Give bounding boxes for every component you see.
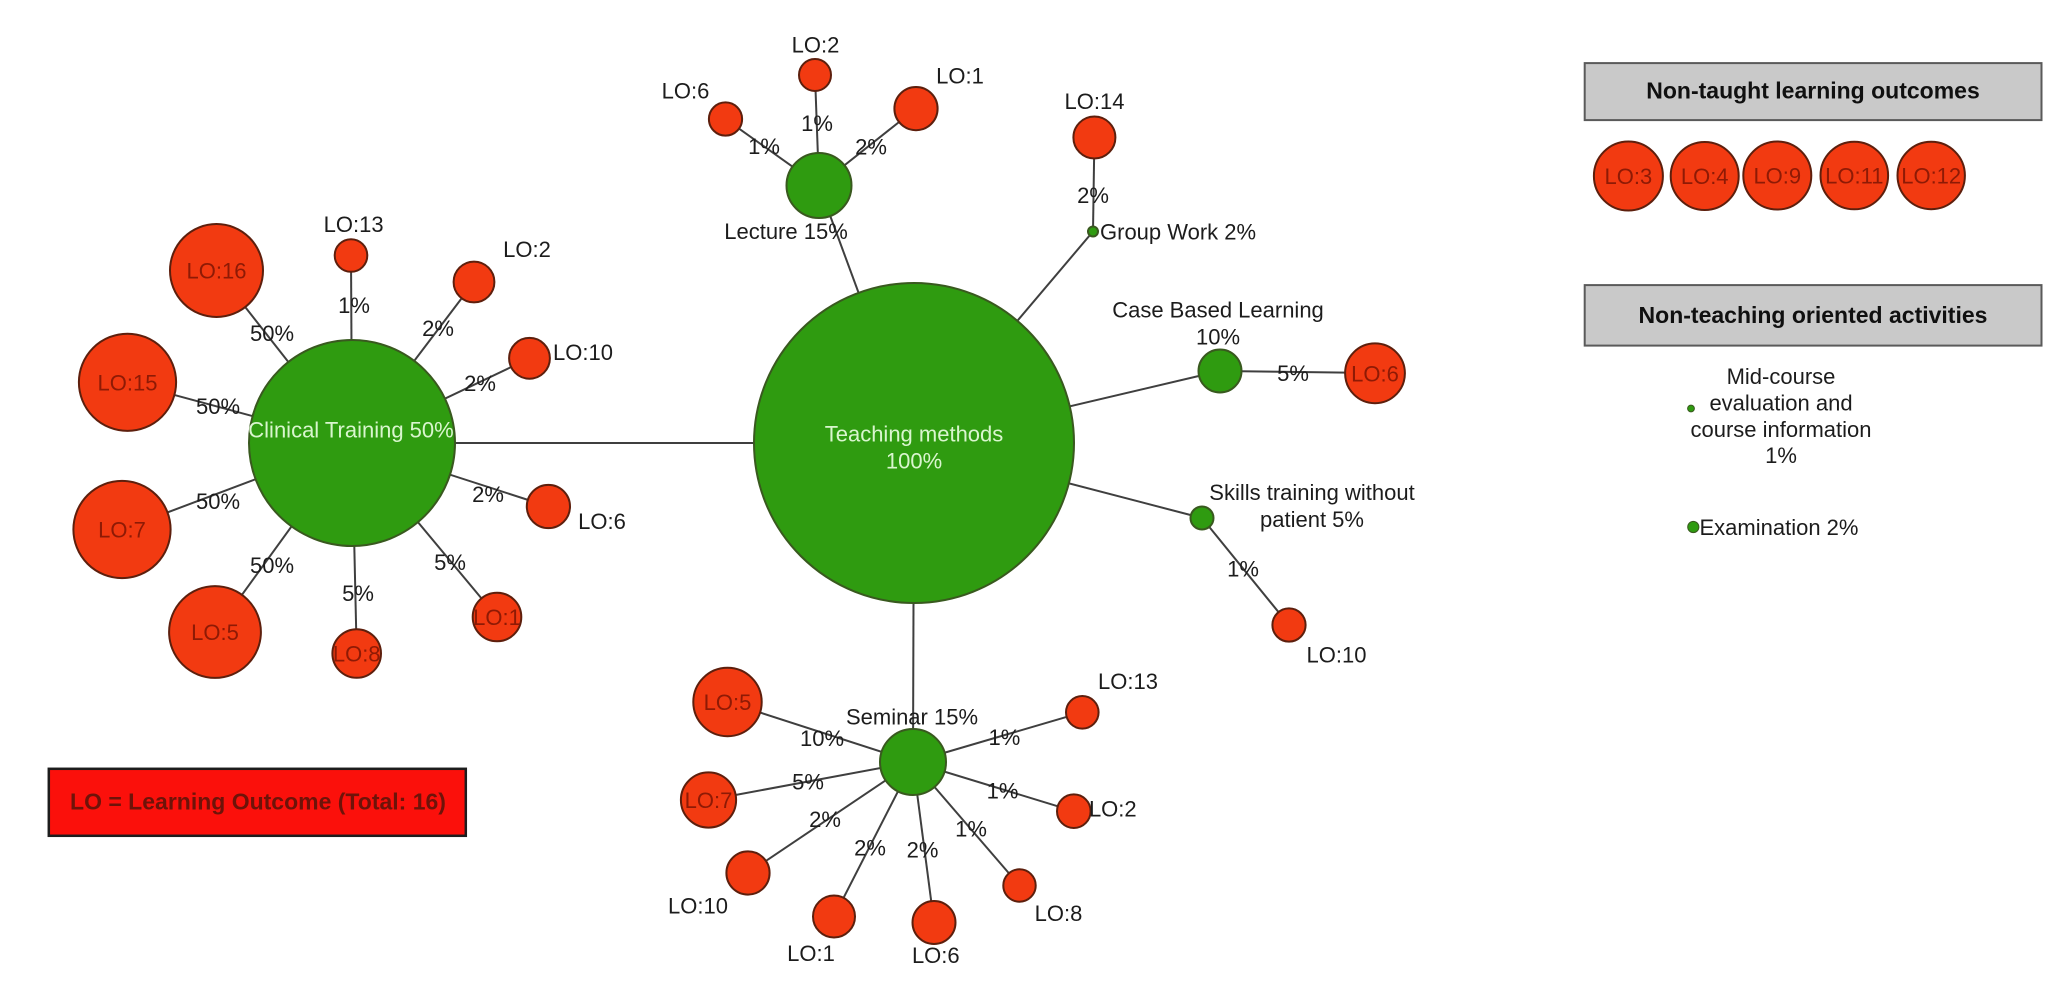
svg-text:LO:8: LO:8 — [333, 642, 381, 667]
svg-text:1%: 1% — [801, 111, 833, 136]
svg-text:LO:10: LO:10 — [553, 340, 613, 365]
svg-text:LO:11: LO:11 — [1825, 164, 1883, 189]
svg-text:50%: 50% — [196, 489, 240, 514]
svg-text:LO:9: LO:9 — [1753, 164, 1801, 189]
svg-text:LO:14: LO:14 — [1065, 89, 1125, 114]
svg-text:LO:6: LO:6 — [1351, 361, 1399, 386]
svg-text:2%: 2% — [464, 371, 496, 396]
svg-text:Teaching methods: Teaching methods — [825, 422, 1004, 447]
svg-text:LO:12: LO:12 — [1901, 164, 1961, 189]
svg-text:LO:16: LO:16 — [187, 259, 247, 284]
svg-text:LO:6: LO:6 — [662, 79, 710, 104]
svg-text:1%: 1% — [748, 134, 780, 159]
svg-text:2%: 2% — [422, 316, 454, 341]
svg-text:LO:6: LO:6 — [578, 509, 626, 534]
svg-text:LO:1: LO:1 — [936, 64, 984, 89]
svg-text:1%: 1% — [987, 778, 1019, 803]
svg-text:LO:4: LO:4 — [1681, 164, 1729, 189]
svg-text:LO:7: LO:7 — [98, 518, 146, 543]
svg-text:LO:5: LO:5 — [704, 690, 752, 715]
svg-text:1%: 1% — [989, 725, 1021, 750]
svg-text:Examination 2%: Examination 2% — [1700, 515, 1859, 540]
svg-text:5%: 5% — [434, 550, 466, 575]
svg-text:2%: 2% — [809, 807, 841, 832]
svg-text:LO:1: LO:1 — [787, 941, 835, 966]
svg-text:evaluation and: evaluation and — [1709, 391, 1852, 416]
svg-text:1%: 1% — [1765, 443, 1797, 468]
svg-text:2%: 2% — [854, 835, 886, 860]
svg-text:2%: 2% — [472, 482, 504, 507]
svg-text:LO:1: LO:1 — [473, 605, 521, 630]
svg-text:10%: 10% — [800, 726, 844, 751]
svg-text:course information: course information — [1691, 417, 1872, 442]
svg-text:LO:8: LO:8 — [1035, 901, 1083, 926]
svg-text:LO:2: LO:2 — [1089, 796, 1137, 821]
svg-text:2%: 2% — [907, 837, 939, 862]
svg-text:Case Based Learning: Case Based Learning — [1112, 298, 1324, 323]
svg-text:LO:13: LO:13 — [1098, 669, 1158, 694]
svg-text:LO:15: LO:15 — [98, 370, 158, 395]
svg-text:LO:6: LO:6 — [912, 943, 960, 968]
svg-text:LO:2: LO:2 — [792, 33, 840, 58]
svg-text:Group Work 2%: Group Work 2% — [1100, 220, 1256, 245]
svg-text:Mid-course: Mid-course — [1727, 364, 1836, 389]
svg-text:LO:5: LO:5 — [191, 620, 239, 645]
svg-text:patient 5%: patient 5% — [1260, 507, 1364, 532]
svg-text:LO:3: LO:3 — [1605, 164, 1653, 189]
svg-text:LO:13: LO:13 — [324, 212, 384, 237]
svg-text:50%: 50% — [250, 321, 294, 346]
svg-text:LO:10: LO:10 — [668, 894, 728, 919]
svg-text:5%: 5% — [342, 581, 374, 606]
svg-text:1%: 1% — [1227, 557, 1259, 582]
svg-text:LO:7: LO:7 — [685, 788, 733, 813]
svg-text:LO:2: LO:2 — [503, 237, 551, 262]
svg-text:2%: 2% — [1077, 183, 1109, 208]
svg-text:1%: 1% — [955, 816, 987, 841]
svg-text:LO:10: LO:10 — [1307, 643, 1367, 668]
svg-text:Seminar 15%: Seminar 15% — [846, 705, 978, 730]
svg-text:100%: 100% — [886, 449, 942, 474]
svg-text:Lecture 15%: Lecture 15% — [724, 219, 848, 244]
svg-text:Non-taught learning outcomes: Non-taught learning outcomes — [1646, 78, 1980, 104]
svg-text:5%: 5% — [792, 770, 824, 795]
svg-text:1%: 1% — [338, 293, 370, 318]
svg-text:50%: 50% — [250, 553, 294, 578]
svg-text:50%: 50% — [196, 394, 240, 419]
svg-text:LO = Learning Outcome (Total:: LO = Learning Outcome (Total: 16) — [70, 789, 446, 815]
svg-text:2%: 2% — [855, 135, 887, 160]
svg-text:Non-teaching oriented activiti: Non-teaching oriented activities — [1639, 302, 1988, 328]
svg-text:Skills training without: Skills training without — [1209, 480, 1414, 505]
svg-text:Clinical Training 50%: Clinical Training 50% — [248, 418, 453, 443]
svg-text:10%: 10% — [1196, 325, 1240, 350]
svg-text:5%: 5% — [1277, 361, 1309, 386]
